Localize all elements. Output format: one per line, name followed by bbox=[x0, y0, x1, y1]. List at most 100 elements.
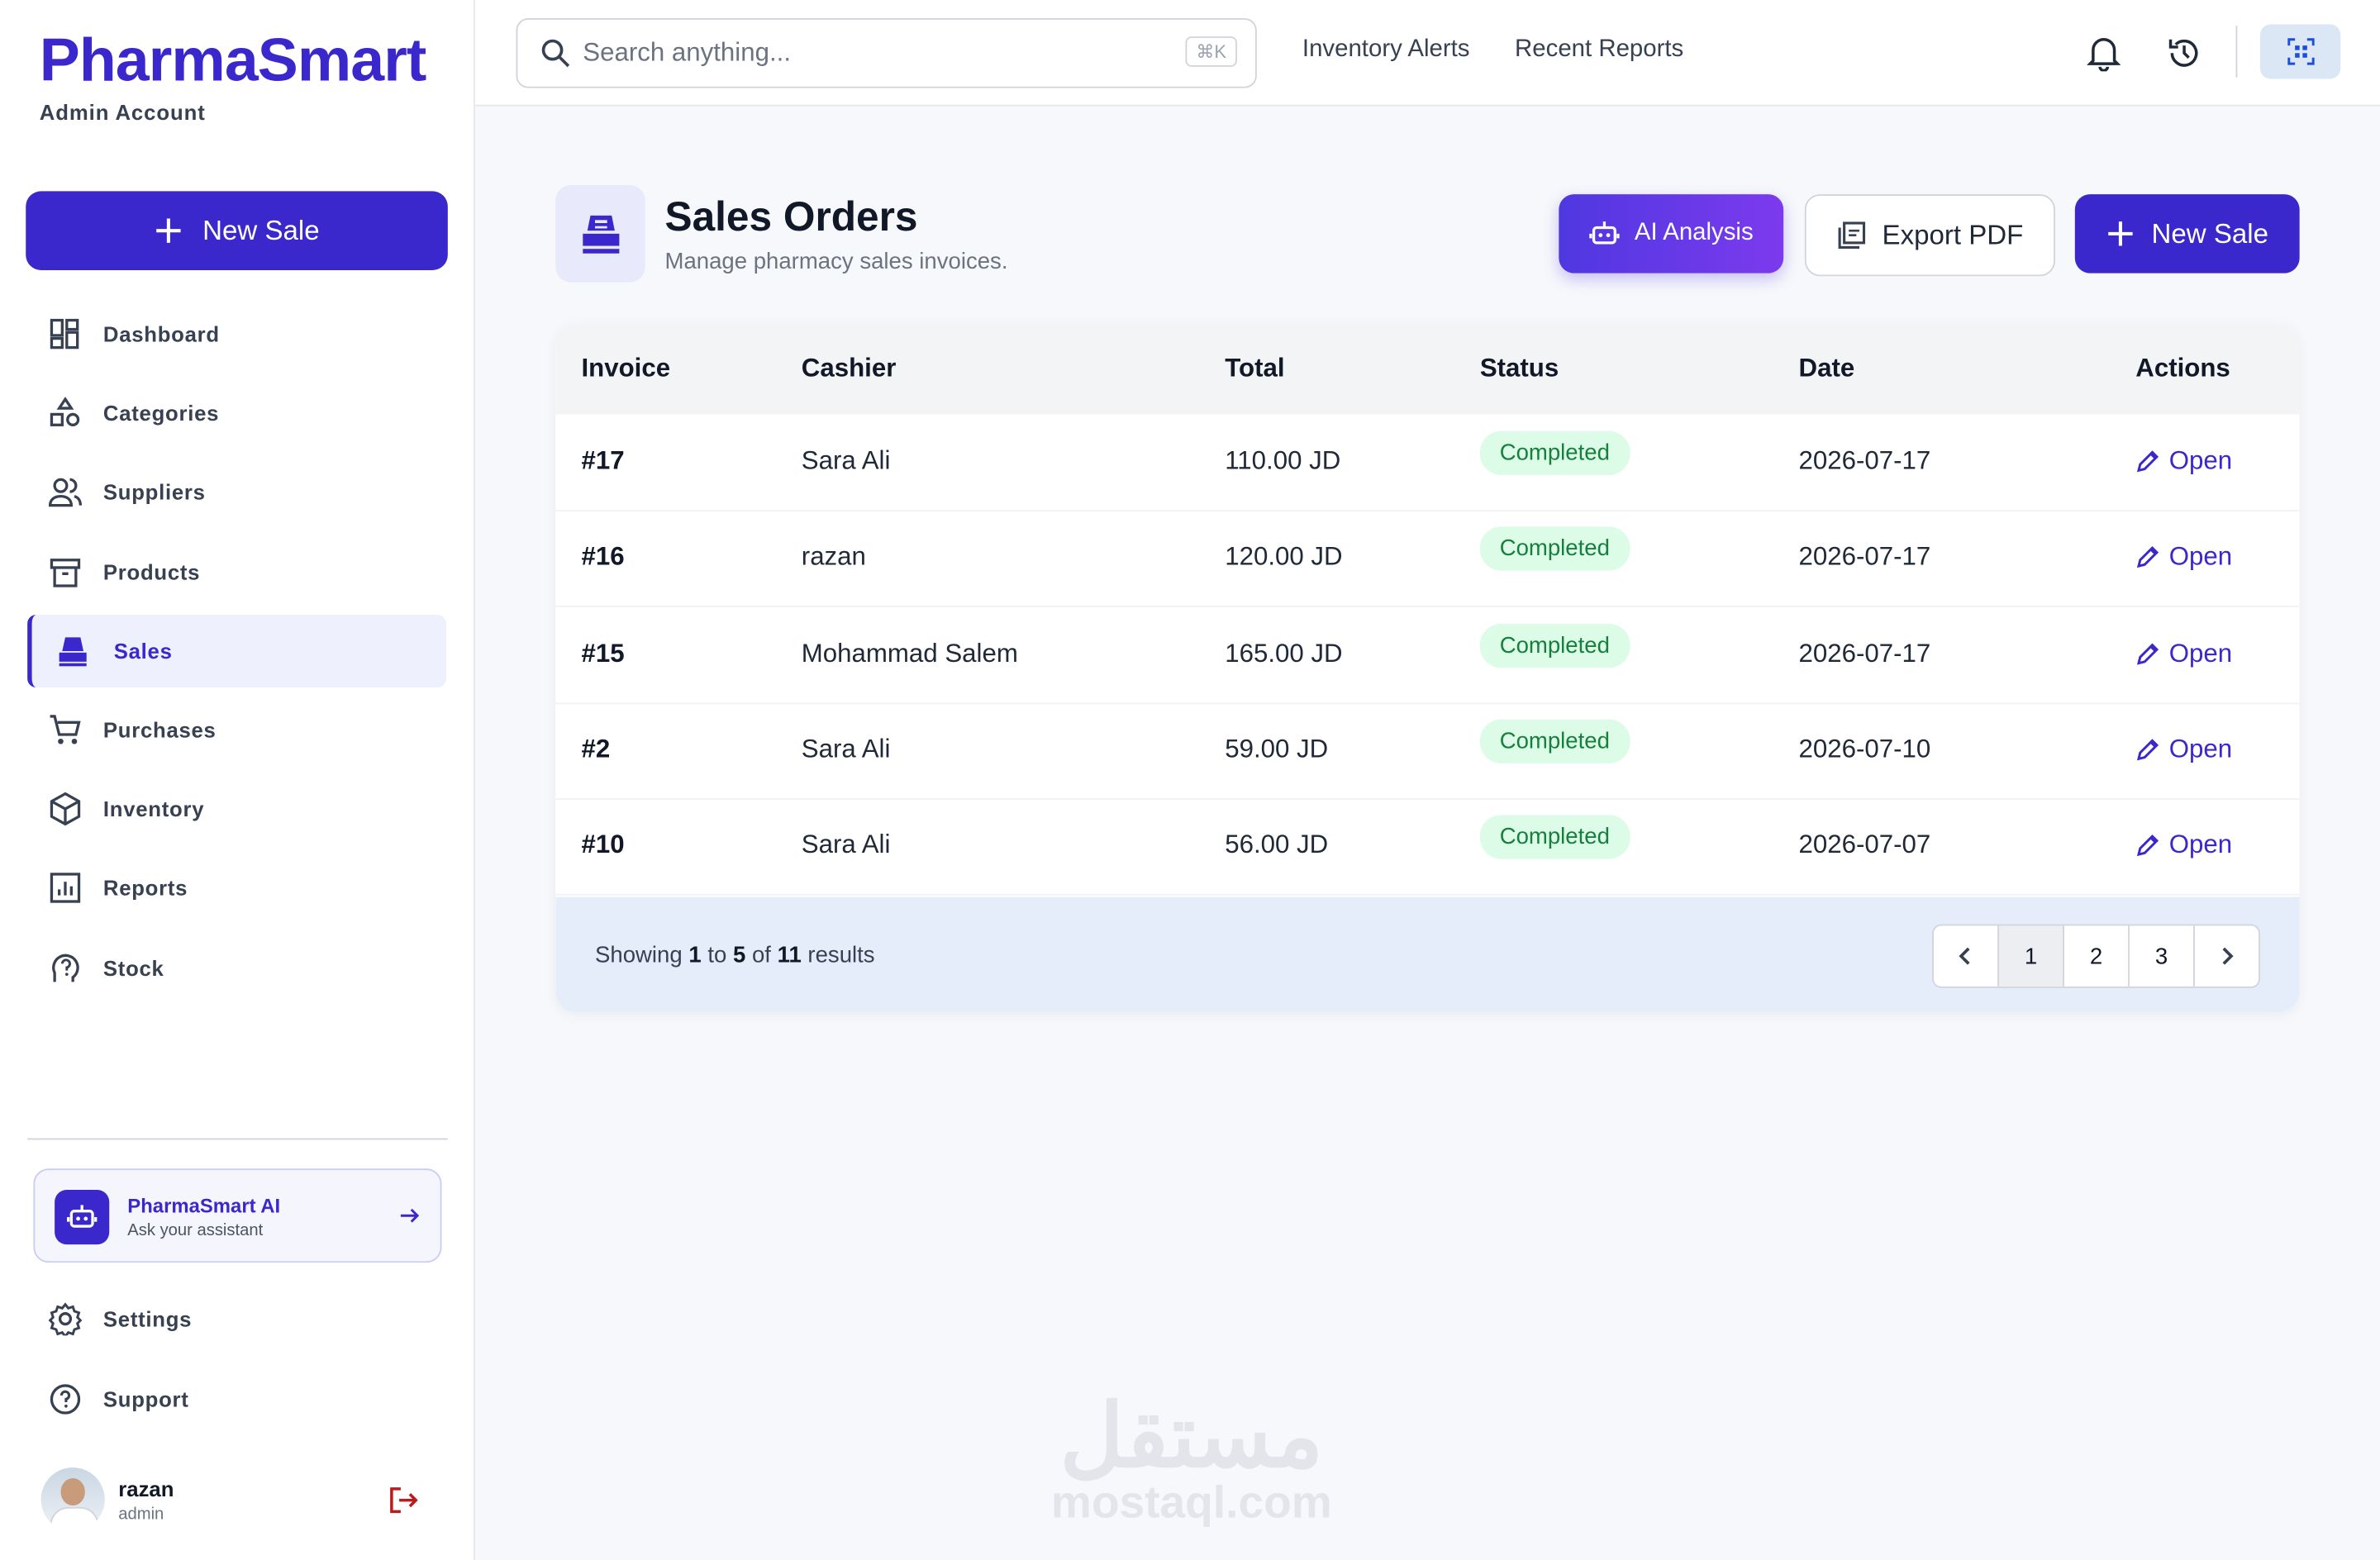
top-link[interactable]: Recent Reports bbox=[1515, 36, 1684, 63]
table-cell: 2026-07-07 bbox=[1798, 830, 1931, 859]
search-box[interactable]: Search anything... ⌘K bbox=[516, 18, 1257, 88]
table-cell: 165.00 JD bbox=[1225, 638, 1343, 668]
chevron-icon bbox=[1959, 947, 1970, 965]
sidebar: PharmaSmart Admin Account New Sale Dashb… bbox=[0, 0, 475, 1560]
edit-icon bbox=[2136, 642, 2159, 664]
status-cell: Completed bbox=[1479, 430, 1630, 475]
status-cell: Completed bbox=[1479, 623, 1630, 668]
status-badge: Completed bbox=[1479, 815, 1630, 859]
user-name: razan bbox=[118, 1477, 174, 1501]
open-action[interactable]: Open bbox=[2135, 830, 2232, 861]
qr-button[interactable] bbox=[2259, 24, 2341, 79]
nav-label: Sales bbox=[113, 638, 173, 663]
button-label: AI Analysis bbox=[1634, 220, 1754, 246]
table-header bbox=[555, 323, 2300, 415]
summary-number: 5 bbox=[732, 942, 746, 968]
next-page[interactable] bbox=[2195, 925, 2259, 986]
search-icon bbox=[541, 39, 570, 68]
logout-icon[interactable] bbox=[387, 1484, 419, 1516]
page-button[interactable]: 2 bbox=[2064, 925, 2130, 987]
new-sale-button[interactable]: New Sale bbox=[26, 191, 448, 270]
page-button[interactable]: 3 bbox=[2130, 925, 2195, 987]
page-icon bbox=[555, 185, 645, 283]
search-placeholder: Search anything... bbox=[583, 37, 791, 67]
action-label: Open bbox=[2168, 734, 2233, 763]
table-cell: 56.00 JD bbox=[1225, 830, 1329, 859]
nav-item[interactable]: Categories bbox=[27, 377, 441, 449]
open-action[interactable]: Open bbox=[2135, 446, 2232, 477]
export-pdf-button[interactable]: Export PDF bbox=[1804, 194, 2055, 277]
summary-number: 11 bbox=[777, 942, 802, 968]
nav-item[interactable]: Settings bbox=[27, 1282, 441, 1355]
button-label: New Sale bbox=[202, 214, 320, 245]
nav-item[interactable]: Sales bbox=[27, 614, 447, 687]
button-label: New Sale bbox=[2151, 217, 2269, 249]
prev-page[interactable] bbox=[1934, 925, 1999, 987]
nav-item[interactable]: Inventory bbox=[27, 773, 441, 845]
ai-card[interactable]: PharmaSmart AI Ask your assistant bbox=[33, 1168, 442, 1263]
nav-item[interactable]: Support bbox=[27, 1362, 441, 1434]
nav-icon bbox=[50, 397, 80, 427]
summary-text: results bbox=[807, 942, 875, 968]
chevron-icon bbox=[2222, 947, 2234, 965]
shortcut-hint: ⌘K bbox=[1185, 36, 1237, 67]
nav-icon bbox=[50, 1383, 81, 1414]
brand[interactable]: PharmaSmart bbox=[39, 27, 427, 94]
ai-analysis-button[interactable]: AI Analysis bbox=[1559, 194, 1784, 273]
row-divider bbox=[555, 797, 2300, 800]
pdf-icon bbox=[1838, 221, 1866, 249]
account-label: Admin Account bbox=[39, 100, 206, 125]
plus-icon bbox=[2109, 221, 2134, 246]
nav-item[interactable]: Suppliers bbox=[27, 456, 441, 529]
summary-text: to bbox=[707, 942, 727, 968]
nav-label: Suppliers bbox=[102, 480, 206, 505]
column-header: Total bbox=[1225, 353, 1285, 383]
ai-title: PharmaSmart AI bbox=[127, 1194, 281, 1218]
nav-icon bbox=[48, 1302, 83, 1336]
table-cell: 2026-07-17 bbox=[1798, 638, 1931, 668]
page-subtitle: Manage pharmacy sales invoices. bbox=[664, 249, 1008, 275]
nav-item[interactable]: Stock bbox=[27, 931, 441, 1004]
table-cell: Mohammad Salem bbox=[801, 638, 1018, 668]
nav-item[interactable]: Purchases bbox=[27, 693, 441, 766]
status-cell: Completed bbox=[1479, 719, 1630, 763]
table-cell: Sara Ali bbox=[801, 446, 891, 475]
open-action[interactable]: Open bbox=[2135, 639, 2232, 669]
column-header: Invoice bbox=[581, 353, 671, 383]
nav-label: Inventory bbox=[102, 797, 205, 822]
summary-number: 1 bbox=[688, 942, 702, 968]
topbar: Search anything... ⌘K Inventory Alerts R… bbox=[474, 0, 2380, 107]
bell-icon[interactable] bbox=[2087, 35, 2121, 72]
action-label: Open bbox=[2168, 830, 2233, 859]
action-label: Open bbox=[2168, 542, 2233, 572]
watermark-latin: mostaql.com bbox=[1050, 1477, 1332, 1529]
nav-item[interactable]: Reports bbox=[27, 852, 441, 925]
row-divider bbox=[555, 702, 2300, 704]
open-action[interactable]: Open bbox=[2135, 735, 2232, 765]
invoice-id: #15 bbox=[581, 638, 625, 668]
status-cell: Completed bbox=[1479, 526, 1630, 572]
open-action[interactable]: Open bbox=[2135, 542, 2232, 573]
history-icon[interactable] bbox=[2166, 36, 2201, 69]
column-header: Actions bbox=[2135, 353, 2230, 383]
status-badge: Completed bbox=[1479, 526, 1630, 572]
page-title: Sales Orders bbox=[664, 194, 918, 240]
nav-icon bbox=[50, 715, 81, 744]
top-link[interactable]: Inventory Alerts bbox=[1302, 36, 1470, 63]
table-cell: 120.00 JD bbox=[1225, 542, 1343, 572]
new-sale-button[interactable]: New Sale bbox=[2074, 194, 2300, 273]
edit-icon bbox=[2136, 546, 2159, 568]
nav-label: Categories bbox=[102, 401, 220, 426]
edit-icon bbox=[2136, 450, 2159, 473]
nav-icon bbox=[50, 558, 81, 587]
nav-label: Purchases bbox=[102, 717, 217, 743]
page-button[interactable]: 1 bbox=[1998, 925, 2064, 987]
nav-item[interactable]: Products bbox=[27, 535, 441, 608]
ai-subtitle: Ask your assistant bbox=[127, 1221, 264, 1240]
action-label: Open bbox=[2168, 446, 2233, 475]
row-divider bbox=[555, 510, 2300, 511]
nav-item[interactable]: Dashboard bbox=[27, 297, 441, 370]
